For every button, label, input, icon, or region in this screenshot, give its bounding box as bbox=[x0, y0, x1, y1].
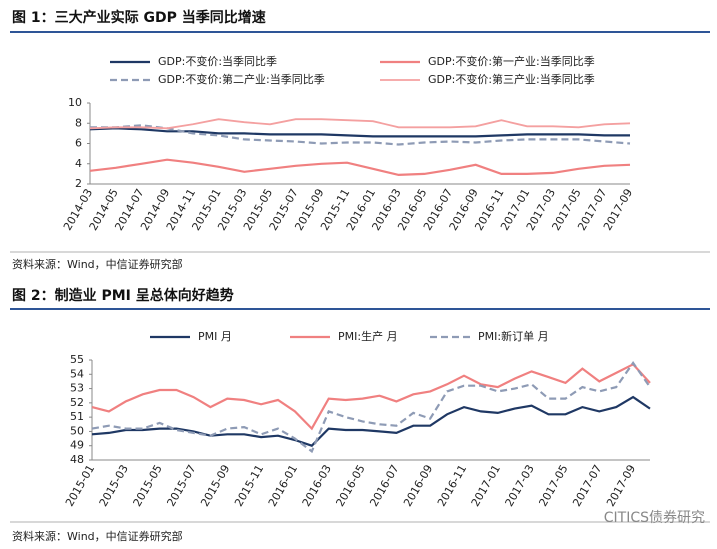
legend-label: GDP:不变价:第一产业:当季同比季 bbox=[428, 54, 595, 68]
y-tick-label: 51 bbox=[70, 410, 84, 423]
x-tick-label: 2017-07 bbox=[570, 463, 604, 509]
source: 资料来源：Wind，中信证券研究部 bbox=[12, 529, 183, 543]
y-tick-label: 6 bbox=[75, 137, 82, 150]
y-tick-label: 2 bbox=[75, 177, 82, 190]
x-tick-label: 2015-09 bbox=[198, 463, 232, 509]
watermark: CITICS债券研究 bbox=[604, 510, 705, 526]
y-tick-label: 48 bbox=[70, 453, 84, 466]
x-tick-label: 2017-05 bbox=[536, 463, 570, 509]
y-tick-label: 4 bbox=[75, 157, 82, 170]
x-tick-label: 2015-07 bbox=[164, 463, 198, 509]
x-tick-label: 2015-01 bbox=[63, 463, 97, 509]
y-tick-label: 52 bbox=[70, 396, 84, 409]
x-tick-label: 2016-03 bbox=[300, 463, 334, 509]
legend-label: PMI 月 bbox=[198, 330, 232, 343]
x-tick-label: 2016-05 bbox=[333, 463, 367, 509]
series-line bbox=[90, 124, 631, 146]
x-tick-label: 2017-01 bbox=[469, 463, 503, 509]
series-line bbox=[89, 118, 631, 130]
x-tick-label: 2016-01 bbox=[266, 463, 300, 509]
source: 资料来源：Wind，中信证券研究部 bbox=[12, 257, 183, 271]
legend-label: GDP:不变价:当季同比季 bbox=[158, 54, 277, 68]
legend-label: GDP:不变价:第二产业:当季同比季 bbox=[158, 72, 325, 86]
y-tick-label: 10 bbox=[68, 96, 82, 109]
legend-label: GDP:不变价:第三产业:当季同比季 bbox=[428, 72, 595, 86]
y-tick-label: 53 bbox=[70, 382, 84, 395]
y-tick-label: 54 bbox=[70, 367, 84, 380]
x-tick-label: 2016-07 bbox=[367, 463, 401, 509]
y-tick-label: 49 bbox=[70, 439, 84, 452]
x-tick-label: 2015-11 bbox=[232, 463, 266, 509]
legend-label: PMI:生产 月 bbox=[338, 329, 398, 343]
x-tick-label: 2015-05 bbox=[131, 463, 165, 509]
figure-title: 图 1：三大产业实际 GDP 当季同比增速 bbox=[12, 9, 266, 26]
y-tick-label: 8 bbox=[75, 116, 82, 129]
x-tick-label: 2017-03 bbox=[503, 463, 537, 509]
x-tick-label: 2016-11 bbox=[435, 463, 469, 509]
figure-title: 图 2：制造业 PMI 呈总体向好趋势 bbox=[12, 287, 234, 304]
series-line bbox=[91, 360, 651, 454]
series-line bbox=[91, 395, 651, 447]
x-tick-label: 2016-09 bbox=[401, 463, 435, 509]
series-line bbox=[91, 362, 651, 431]
y-tick-label: 55 bbox=[70, 353, 84, 366]
x-tick-label: 2017-09 bbox=[604, 463, 638, 509]
series-line bbox=[89, 158, 631, 177]
x-tick-label: 2015-03 bbox=[97, 463, 131, 509]
legend-label: PMI:新订单 月 bbox=[478, 329, 549, 343]
y-tick-label: 50 bbox=[70, 424, 84, 437]
